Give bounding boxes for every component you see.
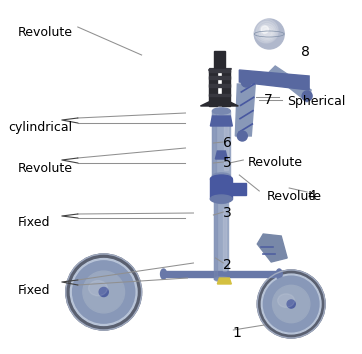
Circle shape [66, 254, 142, 330]
Circle shape [241, 77, 251, 87]
Text: 2: 2 [223, 258, 232, 272]
Polygon shape [212, 111, 216, 176]
Polygon shape [222, 70, 230, 106]
Text: Revolute: Revolute [18, 25, 73, 39]
Polygon shape [235, 84, 255, 136]
Ellipse shape [212, 108, 230, 114]
Ellipse shape [89, 281, 108, 296]
Circle shape [263, 28, 272, 37]
Ellipse shape [278, 294, 295, 307]
Circle shape [70, 258, 137, 325]
Polygon shape [209, 93, 230, 96]
Text: 3: 3 [223, 206, 232, 220]
Ellipse shape [160, 269, 167, 279]
Circle shape [302, 91, 312, 101]
Circle shape [287, 300, 295, 308]
Text: 7: 7 [264, 93, 273, 107]
Text: 8: 8 [301, 45, 310, 59]
Circle shape [261, 26, 274, 39]
Circle shape [99, 287, 108, 297]
Ellipse shape [212, 173, 230, 179]
Ellipse shape [210, 195, 232, 203]
Polygon shape [214, 51, 225, 70]
Ellipse shape [214, 199, 228, 204]
Circle shape [264, 276, 319, 332]
Text: 1: 1 [233, 326, 242, 340]
Polygon shape [257, 234, 287, 262]
Text: 6: 6 [223, 136, 232, 150]
Circle shape [83, 271, 125, 313]
Polygon shape [209, 70, 217, 106]
Text: Revolute: Revolute [247, 155, 302, 169]
Circle shape [259, 23, 275, 40]
Polygon shape [164, 271, 279, 277]
Text: Spherical: Spherical [287, 96, 346, 108]
Polygon shape [210, 116, 232, 126]
Polygon shape [269, 66, 311, 102]
Polygon shape [222, 69, 231, 70]
Circle shape [257, 270, 325, 338]
Text: 4: 4 [308, 189, 316, 203]
Polygon shape [209, 69, 230, 72]
Ellipse shape [210, 175, 232, 183]
Text: 5: 5 [223, 156, 232, 170]
Text: Revolute: Revolute [267, 189, 322, 202]
Text: Revolute: Revolute [18, 161, 73, 175]
Circle shape [257, 21, 277, 41]
Polygon shape [239, 70, 309, 90]
Circle shape [237, 131, 247, 141]
Polygon shape [209, 84, 230, 87]
Polygon shape [214, 201, 228, 279]
Circle shape [73, 261, 135, 323]
Text: cylindrical: cylindrical [8, 121, 72, 135]
Text: Fixed: Fixed [18, 284, 50, 297]
Polygon shape [209, 76, 230, 79]
Polygon shape [214, 201, 217, 279]
Polygon shape [209, 69, 218, 70]
Circle shape [273, 285, 310, 323]
Text: Fixed: Fixed [18, 216, 50, 228]
Polygon shape [215, 151, 227, 159]
Polygon shape [201, 95, 238, 106]
Circle shape [261, 26, 269, 33]
Polygon shape [212, 111, 230, 176]
Polygon shape [232, 183, 245, 195]
Polygon shape [210, 179, 232, 199]
Ellipse shape [276, 269, 282, 279]
Polygon shape [223, 209, 226, 271]
Ellipse shape [214, 276, 228, 281]
Circle shape [254, 19, 284, 49]
Circle shape [254, 19, 278, 43]
Circle shape [261, 274, 321, 334]
Polygon shape [224, 118, 228, 170]
Polygon shape [218, 278, 231, 284]
